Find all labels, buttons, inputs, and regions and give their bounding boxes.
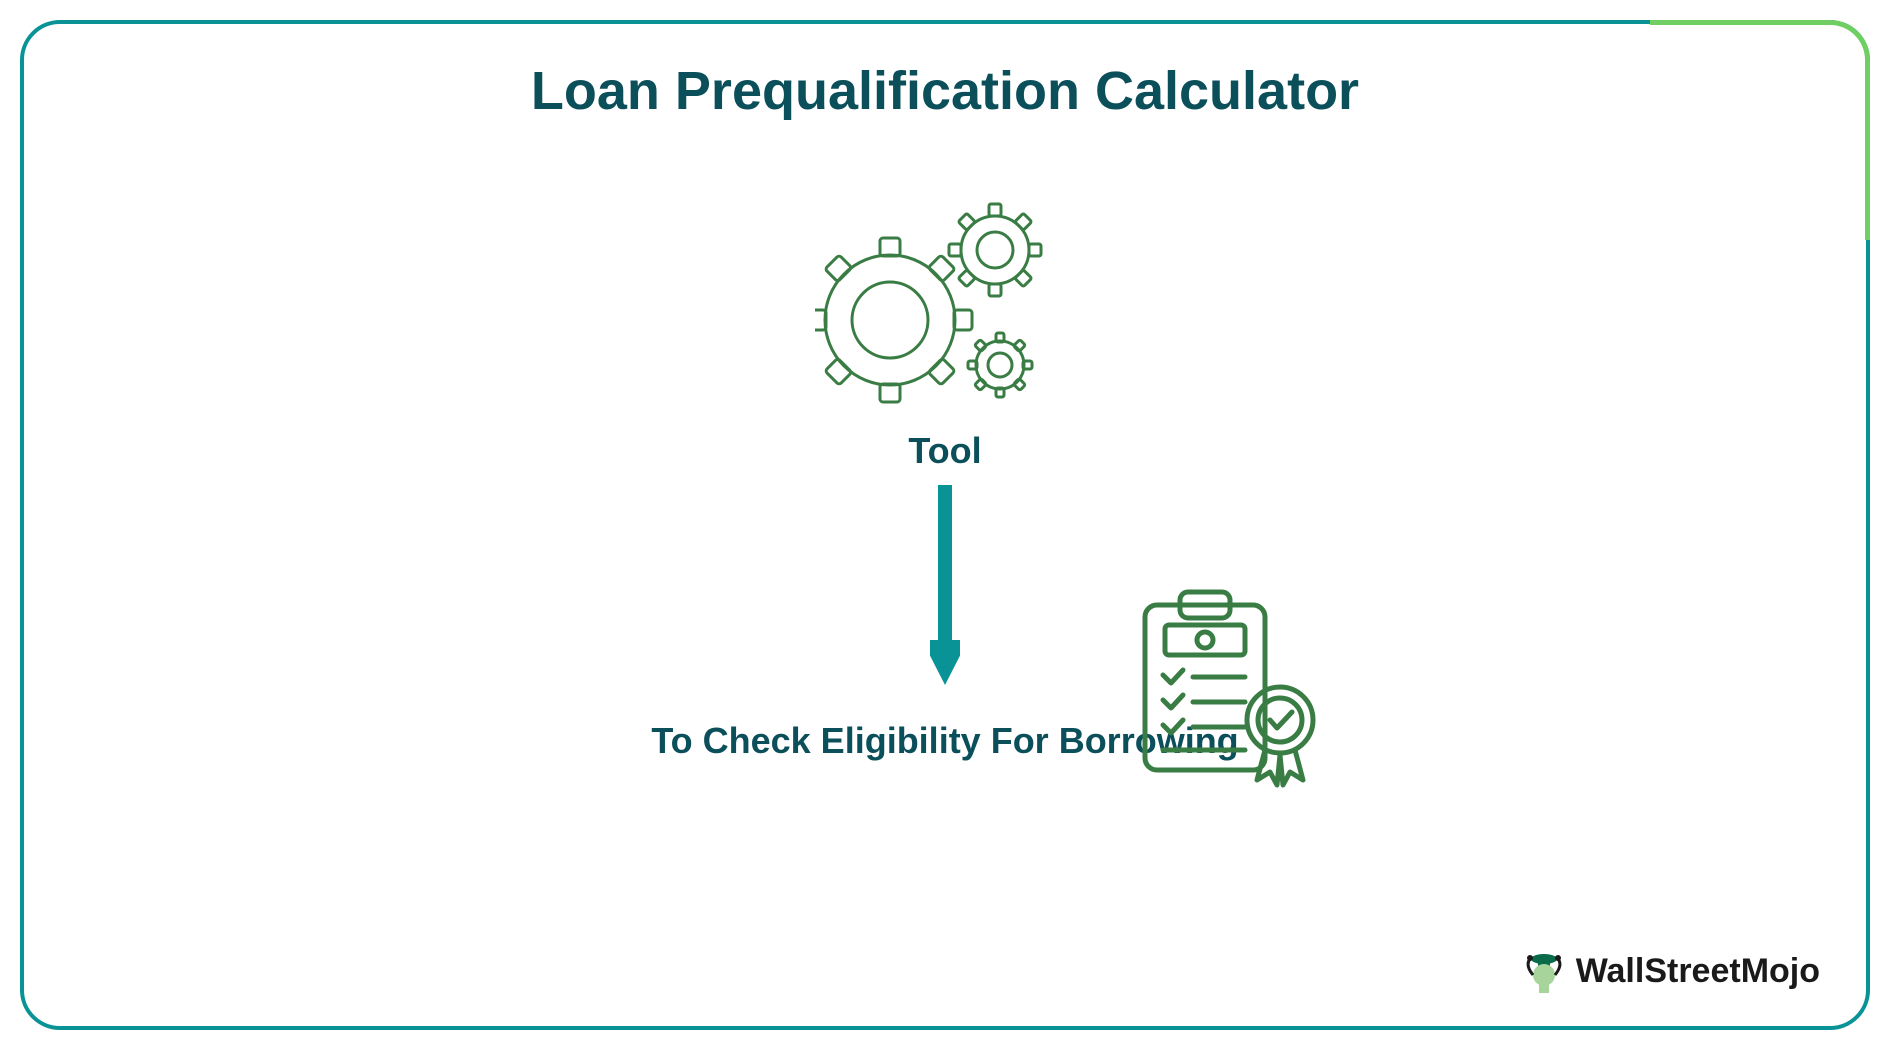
brand-logo-text: WallStreetMojo	[1576, 952, 1820, 991]
wallstreetmojo-mascot-icon	[1520, 947, 1568, 995]
node-tool-label: Tool	[0, 430, 1890, 472]
gears-icon	[815, 200, 1075, 420]
clipboard-check-icon	[1115, 580, 1335, 800]
corner-accent	[1650, 20, 1870, 240]
down-arrow-icon	[930, 485, 960, 685]
page-title: Loan Prequalification Calculator	[0, 60, 1890, 122]
brand-logo: WallStreetMojo	[1520, 947, 1820, 995]
